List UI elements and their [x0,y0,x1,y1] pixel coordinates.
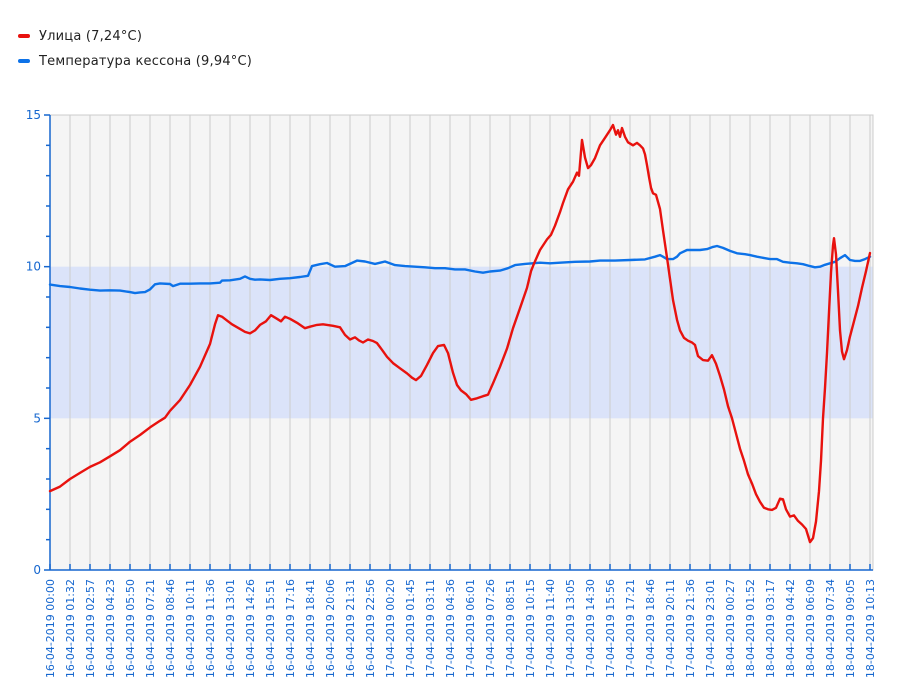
x-tick-label: 16-04-2019 04:23 [104,579,117,678]
x-tick-label: 17-04-2019 10:15 [524,579,537,678]
x-tick-label: 16-04-2019 11:36 [204,579,217,678]
x-tick-label: 17-04-2019 21:36 [684,579,697,678]
x-tick-label: 17-04-2019 15:56 [604,579,617,678]
x-tick-label: 16-04-2019 01:32 [64,579,77,678]
x-tick-label: 16-04-2019 14:26 [244,579,257,678]
x-tick-label: 18-04-2019 03:17 [764,579,777,678]
x-tick-label: 18-04-2019 01:52 [744,579,757,678]
x-tick-label: 17-04-2019 20:11 [664,579,677,678]
legend-swatch-blue-icon [18,59,30,63]
caisson-temperature-line [48,244,872,295]
x-tick-label: 17-04-2019 04:36 [444,579,457,678]
x-tick-label: 16-04-2019 18:41 [304,579,317,678]
legend: Улица (7,24°C) Температура кессона (9,94… [18,26,252,76]
x-tick-label: 17-04-2019 07:26 [484,579,497,678]
y-tick-label: 10 [26,260,41,274]
x-tick-label: 18-04-2019 04:42 [784,579,797,678]
street-temperature-line [48,123,872,544]
y-tick-label: 5 [33,411,41,425]
legend-label-street: Улица (7,24°C) [39,28,143,44]
y-tick-label: 0 [33,563,41,577]
x-tick-label: 18-04-2019 09:05 [844,579,857,678]
legend-item-caisson: Температура кессона (9,94°C) [18,51,252,71]
x-tick-label: 18-04-2019 00:27 [724,579,737,678]
x-tick-label: 16-04-2019 07:21 [144,579,157,678]
x-tick-label: 16-04-2019 17:16 [284,579,297,678]
x-tick-label: 17-04-2019 14:30 [584,579,597,678]
x-tick-label: 18-04-2019 06:09 [804,579,817,678]
x-tick-label: 17-04-2019 06:01 [464,579,477,678]
x-tick-label: 17-04-2019 13:05 [564,579,577,678]
y-tick-label: 15 [26,108,41,122]
x-tick-label: 17-04-2019 17:21 [624,579,637,678]
x-tick-label: 16-04-2019 22:56 [364,579,377,678]
x-tick-label: 17-04-2019 18:46 [644,579,657,678]
x-tick-label: 16-04-2019 08:46 [164,579,177,678]
x-tick-label: 17-04-2019 08:51 [504,579,517,678]
x-tick-label: 16-04-2019 05:50 [124,579,137,678]
x-tick-label: 16-04-2019 21:31 [344,579,357,678]
x-tick-label: 17-04-2019 00:20 [384,579,397,678]
x-tick-label: 16-04-2019 00:00 [44,579,57,678]
legend-swatch-red-icon [18,34,30,38]
x-tick-label: 16-04-2019 20:06 [324,579,337,678]
x-tick-label: 18-04-2019 07:34 [824,579,837,678]
x-tick-label: 17-04-2019 01:45 [404,579,417,678]
x-tick-label: 16-04-2019 10:11 [184,579,197,678]
legend-item-street: Улица (7,24°C) [18,26,252,46]
x-tick-label: 16-04-2019 13:01 [224,579,237,678]
x-tick-label: 17-04-2019 11:40 [544,579,557,678]
x-tick-label: 17-04-2019 03:11 [424,579,437,678]
x-tick-label: 18-04-2019 10:13 [864,579,877,678]
x-tick-label: 17-04-2019 23:01 [704,579,717,678]
target-band [50,266,873,419]
x-tick-label: 16-04-2019 02:57 [84,579,97,678]
legend-label-caisson: Температура кессона (9,94°C) [39,53,253,69]
x-tick-label: 16-04-2019 15:51 [264,579,277,678]
